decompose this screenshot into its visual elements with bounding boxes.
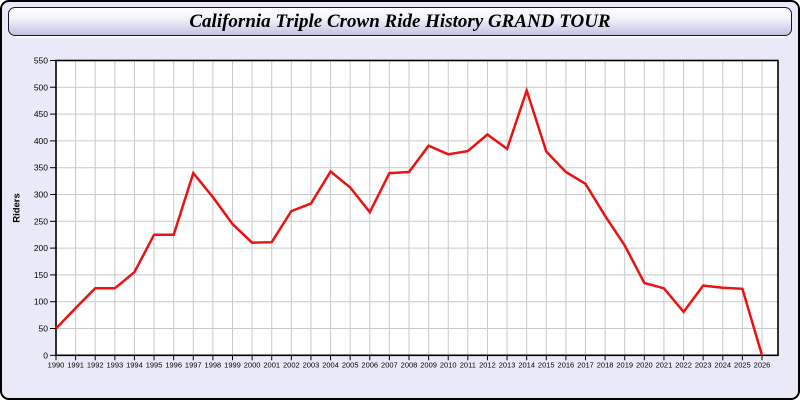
x-tick-label: 1996: [165, 360, 182, 369]
x-tick-label: 2005: [342, 360, 359, 369]
x-tick-label: 2003: [303, 360, 320, 369]
axis-frame: [55, 59, 779, 357]
y-tick-label: 0: [43, 350, 48, 360]
x-tick-label: 2015: [538, 360, 555, 369]
x-tick-label: 2020: [636, 360, 653, 369]
x-tick-label: 2007: [381, 360, 398, 369]
x-tick-label: 2006: [361, 360, 378, 369]
x-tick-label: 1991: [67, 360, 84, 369]
x-tick-label: 2017: [577, 360, 594, 369]
y-tick-label: 50: [39, 324, 49, 334]
chart-title-bar: California Triple Crown Ride History GRA…: [8, 7, 792, 36]
x-tick-label: 2009: [420, 360, 437, 369]
x-tick-label: 2004: [322, 360, 339, 369]
plot-area: [56, 60, 778, 356]
x-tick-label: 2026: [754, 360, 771, 369]
x-tick-label: 2019: [616, 360, 633, 369]
y-tick-label: 550: [34, 56, 48, 66]
data-line: [55, 86, 764, 356]
x-tick-label: 2012: [479, 360, 496, 369]
x-tick-label: 2001: [263, 360, 280, 369]
x-tick-label: 2023: [695, 360, 712, 369]
x-tick-label: 2008: [401, 360, 418, 369]
y-tick-label: 100: [34, 297, 48, 307]
x-tick-label: 2010: [440, 360, 457, 369]
x-tick-label: 2024: [714, 360, 731, 369]
y-tick-label: 150: [34, 270, 48, 280]
x-tick-label: 1993: [106, 360, 123, 369]
y-tick-label: 250: [34, 216, 48, 226]
x-tick-label: 2022: [675, 360, 692, 369]
x-tick-label: 2011: [460, 360, 476, 369]
x-tick-label: 2014: [518, 360, 535, 369]
x-tick-label: 2025: [734, 360, 751, 369]
x-tick-label: 1992: [87, 360, 104, 369]
x-tick-label: 2021: [656, 360, 673, 369]
x-tick-label: 1999: [224, 360, 241, 369]
x-tick-label: 2018: [597, 360, 614, 369]
x-tick-label: 1995: [146, 360, 163, 369]
y-tick-label: 350: [34, 163, 48, 173]
y-tick-label: 450: [34, 109, 48, 119]
y-tick-label: 500: [34, 82, 48, 92]
x-tick-label: 2002: [283, 360, 300, 369]
x-tick-label: 2016: [558, 360, 575, 369]
x-tick-label: 1998: [205, 360, 222, 369]
x-tick-label: 1990: [48, 360, 65, 369]
x-tick-label: 1997: [185, 360, 202, 369]
y-tick-label: 300: [34, 190, 48, 200]
chart-title: California Triple Crown Ride History GRA…: [189, 10, 611, 32]
x-tick-label: 2013: [499, 360, 516, 369]
y-tick-label: 200: [34, 243, 48, 253]
x-tick-label: 2000: [244, 360, 261, 369]
x-tick-label: 1994: [126, 360, 143, 369]
y-tick-label: 400: [34, 136, 48, 146]
